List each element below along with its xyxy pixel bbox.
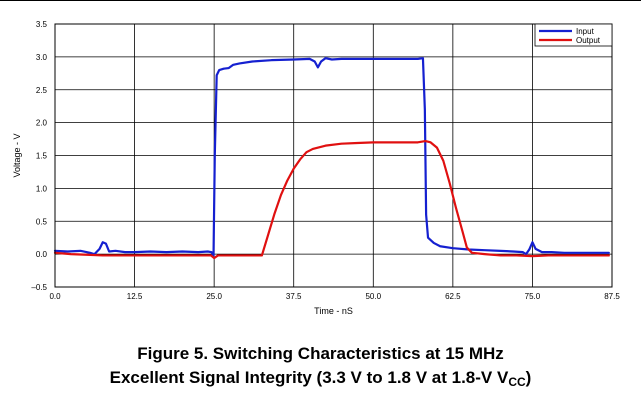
- caption-line2-subscript: CC: [508, 375, 526, 389]
- x-tick-label: 87.5: [604, 292, 620, 301]
- y-tick-label: 3.0: [36, 53, 48, 62]
- plot-frame: [54, 23, 613, 288]
- x-tick-label: 50.0: [365, 292, 381, 301]
- y-tick-labels: –0.5 0.0 0.5 1.0 1.5 2.0 2.5 3.0 3.5: [31, 20, 47, 292]
- x-tick-labels: 0.0 12.5 25.0 37.5 50.0 62.5 75.0 87.5: [49, 292, 620, 301]
- x-tick-label: 25.0: [206, 292, 222, 301]
- top-rule: [0, 0, 641, 1]
- figure-caption-line2: Excellent Signal Integrity (3.3 V to 1.8…: [0, 367, 641, 389]
- x-tick-label: 75.0: [525, 292, 541, 301]
- y-tick-label: 0.0: [36, 250, 48, 259]
- y-tick-label: 1.5: [36, 152, 48, 161]
- x-tick-label: 62.5: [445, 292, 461, 301]
- caption-line2-prefix: Excellent Signal Integrity (3.3 V to 1.8…: [109, 368, 509, 387]
- x-axis-label: Time - nS: [314, 306, 353, 316]
- series-lines: [53, 57, 610, 260]
- y-tick-label: 1.0: [36, 184, 48, 193]
- y-axis-label: Voltage - V: [12, 133, 22, 177]
- switching-chart: 0.0 12.5 25.0 37.5 50.0 62.5 75.0 87.5 –0.50.00…: [12, 20, 620, 316]
- series-line-input: [53, 57, 610, 258]
- figure-caption-line1: Figure 5. Switching Characteristics at 1…: [137, 344, 504, 363]
- caption-line2-suffix: ): [525, 368, 532, 387]
- x-tick-label: 12.5: [127, 292, 143, 301]
- x-tick-label: 0.0: [49, 292, 61, 301]
- y-tick-label: –0.5: [31, 283, 47, 292]
- legend-label-output: Output: [576, 36, 601, 45]
- legend-box: [534, 23, 613, 47]
- y-tick-label: 0.5: [36, 217, 48, 226]
- y-tick-label: 2.0: [36, 119, 48, 128]
- series-line-output: [53, 139, 610, 260]
- y-tick-label: 2.5: [36, 86, 48, 95]
- x-tick-label: 37.5: [286, 292, 302, 301]
- legend-label-input: Input: [576, 27, 595, 36]
- y-tick-label: 3.5: [36, 20, 48, 29]
